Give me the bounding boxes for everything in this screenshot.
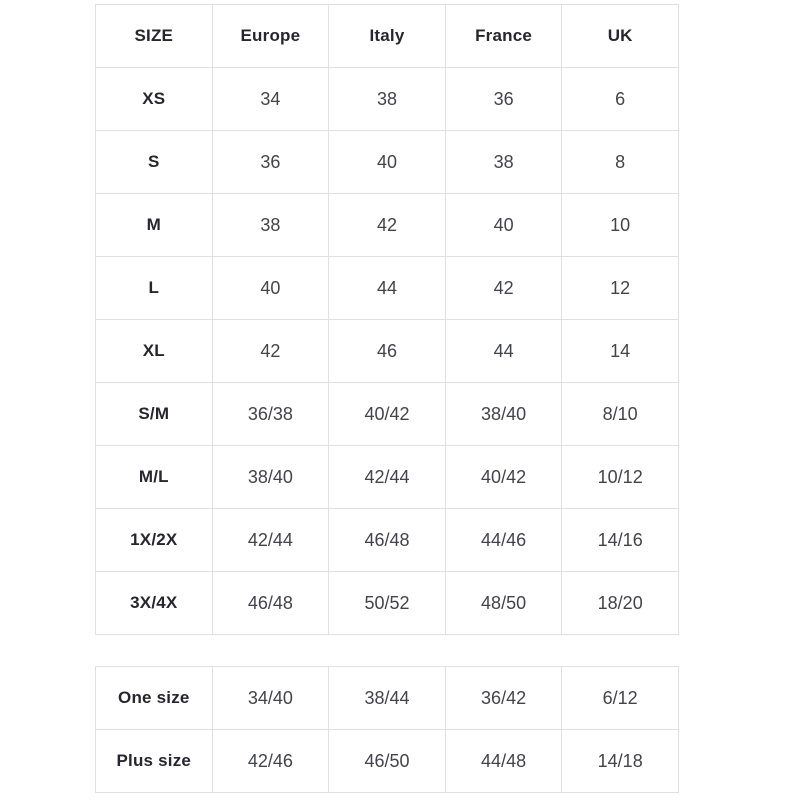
size-value-cell: 14 (561, 319, 679, 383)
size-value-cell: 8/10 (561, 382, 679, 446)
size-value-cell: 38 (444, 130, 563, 194)
size-value-cell: 46/48 (328, 508, 446, 572)
table-row: XS 34 38 36 6 (95, 67, 679, 131)
table-row: M/L 38/40 42/44 40/42 10/12 (95, 445, 679, 509)
size-value-cell: 42 (211, 319, 330, 383)
size-conversion-chart: SIZE Europe Italy France UK XS 34 38 36 6 S 36 40 38… (95, 4, 679, 793)
row-label: 3X/4X (95, 571, 213, 635)
size-value-cell: 46/48 (211, 571, 330, 635)
onesize-table-body: One size 34/40 38/44 36/42 6/12 Plus size 42/4… (95, 666, 679, 793)
size-value-cell: 42/44 (328, 445, 446, 509)
table-row: S 36 40 38 8 (95, 130, 679, 194)
size-value-cell: 48/50 (444, 571, 563, 635)
size-value-cell: 18/20 (561, 571, 679, 635)
size-value-cell: 38 (328, 67, 446, 131)
one-size-plus-size-table: One size 34/40 38/44 36/42 6/12 Plus size 42/4… (95, 666, 679, 793)
column-header-uk: UK (561, 4, 679, 68)
row-label: Plus size (95, 729, 213, 793)
size-value-cell: 40 (211, 256, 330, 320)
size-value-cell: 42 (328, 193, 446, 257)
size-value-cell: 34/40 (211, 666, 330, 730)
size-value-cell: 40 (444, 193, 563, 257)
size-value-cell: 36/38 (211, 382, 330, 446)
table-row: Plus size 42/46 46/50 44/48 14/18 (95, 729, 679, 793)
size-value-cell: 6/12 (561, 666, 679, 730)
row-label: S (95, 130, 213, 194)
size-value-cell: 10/12 (561, 445, 679, 509)
size-value-cell: 40/42 (328, 382, 446, 446)
column-header-france: France (444, 4, 563, 68)
size-value-cell: 46/50 (328, 729, 446, 793)
table-row: 1X/2X 42/44 46/48 44/46 14/16 (95, 508, 679, 572)
size-value-cell: 12 (561, 256, 679, 320)
column-header-europe: Europe (211, 4, 330, 68)
size-value-cell: 38/44 (328, 666, 446, 730)
size-value-cell: 38/40 (211, 445, 330, 509)
size-value-cell: 40/42 (444, 445, 563, 509)
size-value-cell: 50/52 (328, 571, 446, 635)
main-table-body: XS 34 38 36 6 S 36 40 38 8 M 38 42 40 10 L 40 44 42 12 XL 42 4… (95, 67, 679, 635)
row-label: M (95, 193, 213, 257)
size-value-cell: 38/40 (444, 382, 563, 446)
header-row: SIZE Europe Italy France UK (95, 4, 679, 68)
size-value-cell: 14/18 (561, 729, 679, 793)
size-value-cell: 36 (444, 67, 563, 131)
size-value-cell: 44 (444, 319, 563, 383)
row-label: M/L (95, 445, 213, 509)
size-value-cell: 42/46 (211, 729, 330, 793)
size-value-cell: 38 (211, 193, 330, 257)
size-value-cell: 44/46 (444, 508, 563, 572)
size-value-cell: 42/44 (211, 508, 330, 572)
table-row: 3X/4X 46/48 50/52 48/50 18/20 (95, 571, 679, 635)
row-label: 1X/2X (95, 508, 213, 572)
table-row: L 40 44 42 12 (95, 256, 679, 320)
size-table-head: SIZE Europe Italy France UK (95, 4, 679, 68)
column-header-italy: Italy (328, 4, 446, 68)
row-label: XS (95, 67, 213, 131)
size-value-cell: 6 (561, 67, 679, 131)
size-value-cell: 44/48 (444, 729, 563, 793)
size-value-cell: 42 (444, 256, 563, 320)
size-value-cell: 36/42 (444, 666, 563, 730)
row-label: XL (95, 319, 213, 383)
size-value-cell: 8 (561, 130, 679, 194)
table-row: S/M 36/38 40/42 38/40 8/10 (95, 382, 679, 446)
size-value-cell: 10 (561, 193, 679, 257)
row-label: One size (95, 666, 213, 730)
column-header-size: SIZE (95, 4, 213, 68)
size-conversion-table: SIZE Europe Italy France UK XS 34 38 36 6 S 36 40 38… (95, 4, 679, 635)
size-value-cell: 40 (328, 130, 446, 194)
row-label: S/M (95, 382, 213, 446)
size-value-cell: 34 (211, 67, 330, 131)
table-row: XL 42 46 44 14 (95, 319, 679, 383)
row-label: L (95, 256, 213, 320)
size-value-cell: 36 (211, 130, 330, 194)
size-value-cell: 44 (328, 256, 446, 320)
table-row: M 38 42 40 10 (95, 193, 679, 257)
table-row: One size 34/40 38/44 36/42 6/12 (95, 666, 679, 730)
size-value-cell: 46 (328, 319, 446, 383)
size-value-cell: 14/16 (561, 508, 679, 572)
